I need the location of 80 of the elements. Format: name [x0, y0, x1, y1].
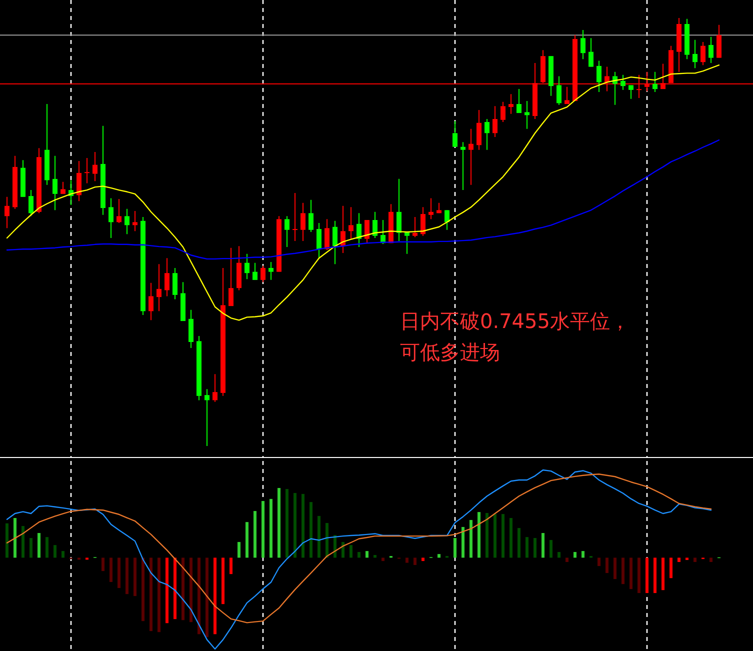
- bar: [198, 558, 200, 634]
- bar: [622, 558, 624, 584]
- bar: [518, 528, 520, 558]
- bar: [710, 558, 712, 562]
- bar: [38, 533, 40, 558]
- bar: [142, 558, 144, 622]
- bar: [366, 551, 368, 558]
- bar: [214, 558, 216, 634]
- bar: [670, 558, 672, 578]
- bar: [470, 520, 472, 558]
- bar: [478, 512, 480, 558]
- bar: [582, 551, 584, 558]
- bar: [54, 545, 56, 558]
- bar: [270, 498, 272, 558]
- bar: [406, 558, 408, 563]
- bar: [102, 558, 104, 572]
- bar: [342, 542, 344, 558]
- bar: [310, 502, 312, 558]
- bar: [262, 501, 264, 558]
- bar: [462, 526, 464, 558]
- bar: [438, 554, 440, 558]
- bar: [318, 516, 320, 558]
- bar: [134, 558, 136, 596]
- bar: [158, 558, 160, 632]
- bar: [14, 518, 16, 558]
- bar: [678, 558, 680, 562]
- annotation: 日内不破0.7455水平位，: [400, 309, 630, 333]
- bar: [326, 523, 328, 558]
- bar: [62, 551, 64, 558]
- bar: [238, 542, 240, 558]
- annotation: 可低多进场: [400, 340, 500, 364]
- bar: [558, 552, 560, 558]
- bar: [166, 558, 168, 624]
- bar: [110, 558, 112, 582]
- bar: [206, 558, 208, 638]
- bar: [486, 513, 488, 558]
- bar: [614, 558, 616, 580]
- bar: [22, 526, 24, 558]
- bar: [278, 488, 280, 558]
- bar: [454, 538, 456, 558]
- bar: [174, 558, 176, 620]
- bar: [502, 514, 504, 558]
- bar: [494, 514, 496, 558]
- bar: [382, 558, 384, 562]
- bar: [294, 492, 296, 558]
- bar: [150, 558, 152, 632]
- bar: [254, 511, 256, 558]
- bar: [30, 538, 32, 558]
- bar: [422, 558, 424, 562]
- bar: [534, 538, 536, 558]
- bar: [646, 558, 648, 594]
- bar: [662, 558, 664, 590]
- bar: [222, 558, 224, 604]
- bar: [126, 558, 128, 594]
- bar: [358, 552, 360, 558]
- bar: [190, 558, 192, 622]
- bar: [350, 545, 352, 558]
- bar: [542, 533, 544, 558]
- bar: [566, 558, 568, 562]
- bar: [686, 558, 688, 560]
- bar: [182, 558, 184, 620]
- bar: [46, 537, 48, 558]
- bar: [654, 558, 656, 594]
- bar: [550, 540, 552, 558]
- bar: [302, 494, 304, 558]
- bar: [414, 558, 416, 566]
- bar: [638, 558, 640, 594]
- bar: [598, 558, 600, 566]
- bar: [230, 558, 232, 574]
- bar: [510, 518, 512, 558]
- bar: [286, 489, 288, 558]
- bar: [118, 558, 120, 588]
- bar: [374, 555, 376, 558]
- bar: [6, 523, 8, 558]
- bar: [526, 537, 528, 558]
- bar: [606, 558, 608, 574]
- bar: [574, 552, 576, 558]
- bar: [630, 558, 632, 590]
- bar: [246, 522, 248, 558]
- bar: [694, 558, 696, 562]
